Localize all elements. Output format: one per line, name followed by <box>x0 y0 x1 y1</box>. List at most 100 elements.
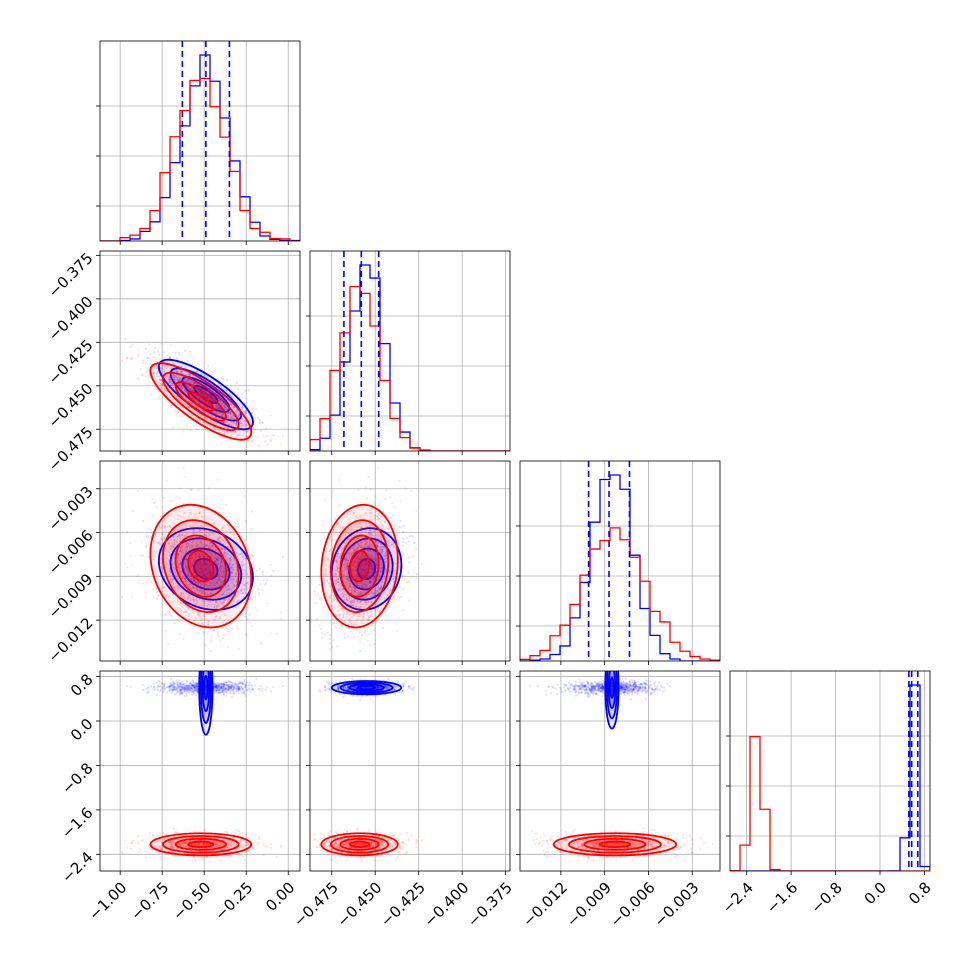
scatter-point <box>222 552 225 556</box>
scatter-point <box>376 607 379 611</box>
scatter-point <box>193 381 197 384</box>
scatter-point <box>368 574 371 578</box>
scatter-point <box>376 544 379 547</box>
scatter-point <box>331 539 334 542</box>
scatter-point <box>333 530 336 533</box>
scatter-point <box>164 629 167 632</box>
scatter-point <box>323 498 326 501</box>
scatter-point <box>196 580 199 584</box>
scatter-point <box>198 528 202 532</box>
scatter-point <box>199 561 202 565</box>
scatter-point <box>353 563 356 566</box>
scatter-point <box>176 534 179 538</box>
scatter-point <box>389 517 393 520</box>
scatter-point <box>393 524 396 527</box>
scatter-point <box>145 591 148 594</box>
scatter-point <box>415 510 418 513</box>
scatter-point <box>168 574 171 577</box>
scatter-point <box>201 573 204 576</box>
scatter-point <box>381 580 384 584</box>
scatter-point <box>231 564 234 567</box>
scatter-point <box>372 518 375 522</box>
scatter-point <box>230 565 233 569</box>
scatter-point <box>167 380 170 384</box>
scatter-point <box>378 523 381 526</box>
scatter-point <box>172 544 175 547</box>
scatter-point <box>238 553 242 556</box>
scatter-point <box>346 531 350 534</box>
scatter-point <box>214 601 217 604</box>
scatter-point <box>161 383 164 386</box>
scatter-point <box>242 420 245 423</box>
scatter-point <box>217 537 220 540</box>
scatter-point <box>369 580 372 583</box>
scatter-point <box>225 593 228 596</box>
scatter-point <box>196 413 199 416</box>
scatter-point <box>220 581 223 584</box>
scatter-point <box>189 564 192 567</box>
scatter-point <box>223 601 226 604</box>
scatter-point <box>181 370 184 373</box>
scatter-point <box>244 402 247 405</box>
scatter-point <box>364 583 367 587</box>
scatter-point <box>402 564 405 567</box>
scatter-point <box>346 562 350 565</box>
scatter-point <box>376 544 379 547</box>
scatter-point <box>204 612 208 615</box>
scatter-point <box>218 573 222 576</box>
scatter-point <box>326 557 330 561</box>
scatter-point <box>204 395 208 399</box>
scatter-point <box>232 431 235 434</box>
scatter-point <box>220 601 223 604</box>
scatter-point <box>204 592 207 595</box>
scatter-point <box>220 414 223 417</box>
scatter-point <box>391 543 394 546</box>
scatter-point <box>200 414 203 418</box>
scatter-point <box>170 547 173 550</box>
scatter-point <box>185 379 189 382</box>
scatter-point <box>328 596 331 599</box>
scatter-point <box>156 389 160 392</box>
scatter-point <box>207 430 210 433</box>
scatter-point <box>149 536 152 539</box>
scatter-point <box>386 580 389 583</box>
scatter-point <box>173 373 176 377</box>
scatter-point <box>175 369 178 372</box>
scatter-point <box>173 536 176 539</box>
scatter-point <box>200 622 203 625</box>
scatter-point <box>179 550 182 553</box>
scatter-point <box>370 613 373 616</box>
scatter-point <box>250 452 252 454</box>
panel-background <box>100 461 300 661</box>
scatter-point <box>202 572 205 575</box>
scatter-point <box>189 489 192 492</box>
scatter-point <box>149 528 152 531</box>
scatter-point <box>184 391 187 394</box>
scatter-point <box>375 562 378 565</box>
scatter-point <box>219 401 222 404</box>
scatter-point <box>380 561 383 564</box>
scatter-point <box>177 587 180 590</box>
scatter-point <box>184 580 187 583</box>
scatter-point <box>200 569 203 572</box>
scatter-point <box>189 381 192 384</box>
contour-blue <box>169 537 243 601</box>
scatter-point <box>331 605 334 608</box>
scatter-point <box>178 397 181 401</box>
scatter-point <box>198 554 202 557</box>
scatter-point <box>364 580 367 583</box>
scatter-point <box>172 374 175 377</box>
scatter-point <box>165 360 168 363</box>
panel-frame <box>99 460 301 662</box>
scatter-point <box>231 414 234 417</box>
scatter-point <box>201 524 204 528</box>
scatter-point <box>229 412 233 415</box>
scatter-point <box>173 376 176 379</box>
scatter-point <box>185 566 189 569</box>
scatter-point <box>353 544 356 547</box>
scatter-point <box>189 583 192 586</box>
scatter-point <box>233 422 237 425</box>
scatter-point <box>204 405 207 408</box>
scatter-point <box>159 382 162 385</box>
scatter-point <box>269 632 272 635</box>
